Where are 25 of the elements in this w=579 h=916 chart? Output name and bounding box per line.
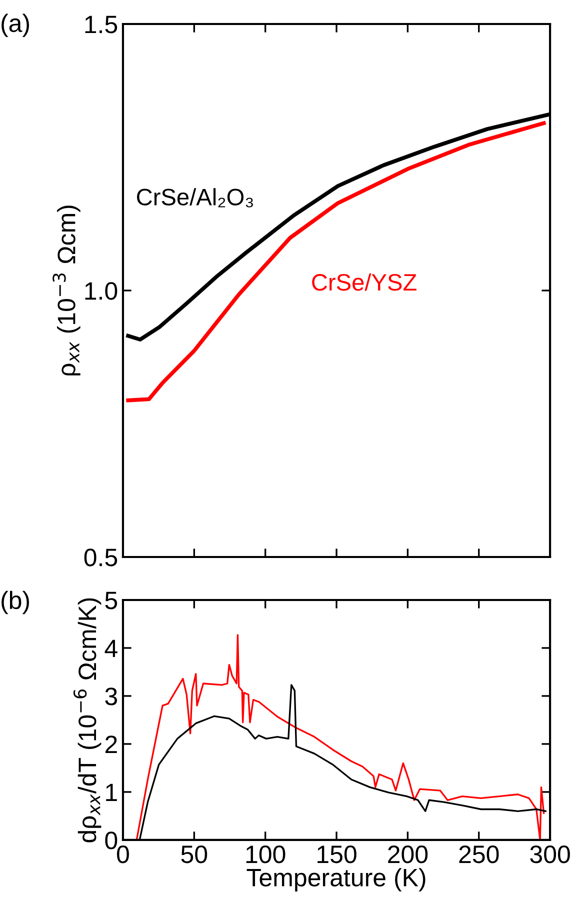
y-axis-title: ρ$_{xx}$ (10$^{−3}$ Ωcm) bbox=[52, 206, 80, 376]
x-tick-label: 200 bbox=[388, 845, 428, 864]
line-series bbox=[136, 634, 545, 840]
y-tick-label: 3 bbox=[105, 688, 118, 706]
x-tick-label: 0 bbox=[117, 845, 129, 864]
x-tick-label: 50 bbox=[181, 845, 208, 864]
y-tick-label: 5 bbox=[105, 592, 118, 610]
y-tick-label: 0.5 bbox=[84, 548, 118, 566]
y-tick-label: 1.5 bbox=[85, 16, 118, 34]
y-axis-title: dρ$_{xx}$/dT (10$^{−6}$ Ωcm/K) bbox=[73, 598, 102, 842]
y-tick-label: 1.0 bbox=[85, 282, 118, 300]
text: (a) bbox=[2, 14, 29, 38]
x-tick-label: 100 bbox=[246, 845, 286, 864]
x-axis-title: Temperature (K) bbox=[246, 868, 426, 892]
series-label: CrSe/YSZ bbox=[312, 273, 416, 291]
series-label: CrSe/Al₂O₃ bbox=[136, 188, 253, 208]
x-tick-label: 150 bbox=[318, 845, 356, 864]
x-tick-label: 300 bbox=[530, 845, 570, 864]
y-tick-label: 1 bbox=[106, 784, 117, 802]
line-series bbox=[126, 121, 546, 402]
y-tick-label: 0 bbox=[105, 832, 118, 850]
y-tick-label: 2 bbox=[105, 736, 117, 754]
y-tick-label: 4 bbox=[104, 640, 118, 658]
text: (b) bbox=[2, 590, 29, 614]
x-tick-label: 250 bbox=[459, 845, 499, 864]
